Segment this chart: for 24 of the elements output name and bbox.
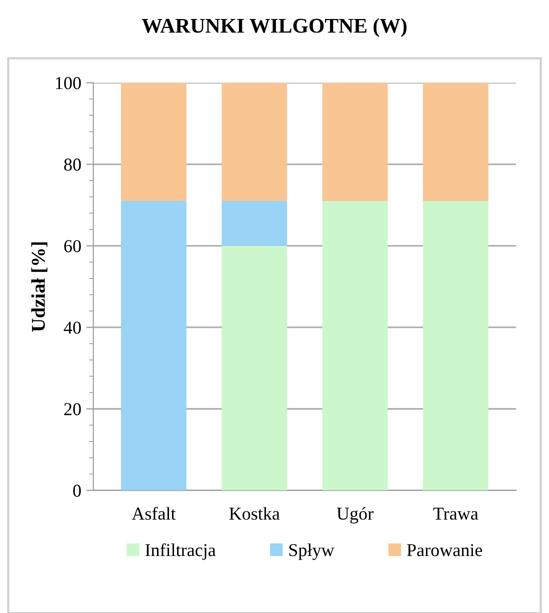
- bar: [222, 82, 288, 201]
- bar: [322, 200, 388, 490]
- bar: [422, 82, 488, 201]
- legend-label: Spływ: [289, 544, 334, 560]
- y-tick-label: 0: [73, 484, 81, 497]
- x-tick-label: Trawa: [433, 508, 478, 520]
- bar: [121, 200, 186, 490]
- legend-label: Infiltracja: [145, 543, 216, 560]
- bar: [222, 246, 288, 490]
- bar: [422, 200, 488, 490]
- y-tick-label: 100: [56, 77, 81, 90]
- x-tick-label: Asfalt: [132, 506, 176, 520]
- bar: [121, 82, 186, 201]
- x-tick-label: Ugór: [336, 507, 374, 524]
- x-tick-label: Kostka: [229, 507, 280, 520]
- y-tick-label: 40: [64, 322, 81, 334]
- y-tick-label: 20: [64, 403, 81, 416]
- bar: [322, 82, 388, 201]
- y-axis-title: Udział [%]: [31, 242, 48, 332]
- y-tick-label: 60: [64, 240, 81, 252]
- legend-label: Parowanie: [407, 544, 482, 556]
- y-tick-label: 80: [64, 158, 81, 171]
- bar: [222, 200, 288, 246]
- chart-title: WARUNKI WILGOTNE (W): [142, 18, 407, 38]
